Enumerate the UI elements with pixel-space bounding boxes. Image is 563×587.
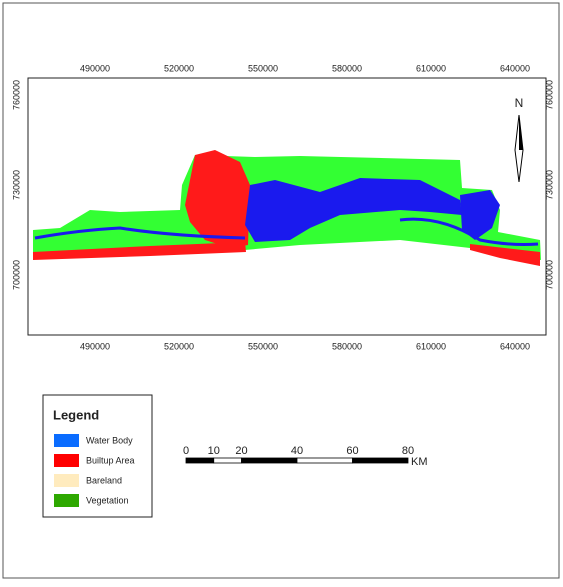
map-layout: N Legend 490000 490000 520000 520000 550000 5… bbox=[0, 0, 563, 582]
legend-label: Bareland bbox=[86, 475, 122, 485]
y-tick-label-left: 760000 bbox=[11, 80, 21, 110]
x-tick-label-top: 580000 bbox=[332, 63, 362, 73]
x-tick-label-top: 520000 bbox=[164, 63, 194, 73]
legend-swatch bbox=[54, 494, 79, 507]
north-label: N bbox=[515, 96, 524, 110]
x-tick-label-top: 490000 bbox=[80, 63, 110, 73]
y-tick-label-right: 730000 bbox=[544, 170, 554, 200]
legend-swatch bbox=[54, 454, 79, 467]
y-tick-label-right: 760000 bbox=[544, 80, 554, 110]
scale-label: 10 bbox=[208, 445, 220, 457]
legend-label: Water Body bbox=[86, 435, 133, 445]
x-tick-label-bottom: 550000 bbox=[248, 341, 278, 351]
legend-title: Legend bbox=[53, 407, 99, 422]
legend-swatch bbox=[54, 434, 79, 447]
legend-label: Vegetation bbox=[86, 495, 129, 505]
x-tick-label-bottom: 610000 bbox=[416, 341, 446, 351]
x-tick-label-top: 550000 bbox=[248, 63, 278, 73]
x-tick-label-top: 610000 bbox=[416, 63, 446, 73]
legend-label: Builtup Area bbox=[86, 455, 135, 465]
scale-segment bbox=[353, 458, 409, 463]
scale-segment bbox=[214, 458, 242, 463]
x-tick-label-bottom: 490000 bbox=[80, 341, 110, 351]
scale-label: 60 bbox=[346, 445, 358, 457]
scale-label: 0 bbox=[183, 445, 189, 457]
scale-segment bbox=[186, 458, 214, 463]
scale-segment bbox=[242, 458, 298, 463]
x-tick-label-bottom: 640000 bbox=[500, 341, 530, 351]
y-tick-label-left: 730000 bbox=[11, 170, 21, 200]
y-tick-label-right: 700000 bbox=[544, 260, 554, 290]
scale-label: 40 bbox=[291, 445, 303, 457]
x-tick-label-top: 640000 bbox=[500, 63, 530, 73]
scale-segment bbox=[297, 458, 353, 463]
scale-label: 20 bbox=[235, 445, 247, 457]
y-tick-label-left: 700000 bbox=[11, 260, 21, 290]
scale-unit: KM bbox=[411, 456, 428, 468]
x-tick-label-bottom: 580000 bbox=[332, 341, 362, 351]
x-tick-label-bottom: 520000 bbox=[164, 341, 194, 351]
legend-swatch bbox=[54, 474, 79, 487]
